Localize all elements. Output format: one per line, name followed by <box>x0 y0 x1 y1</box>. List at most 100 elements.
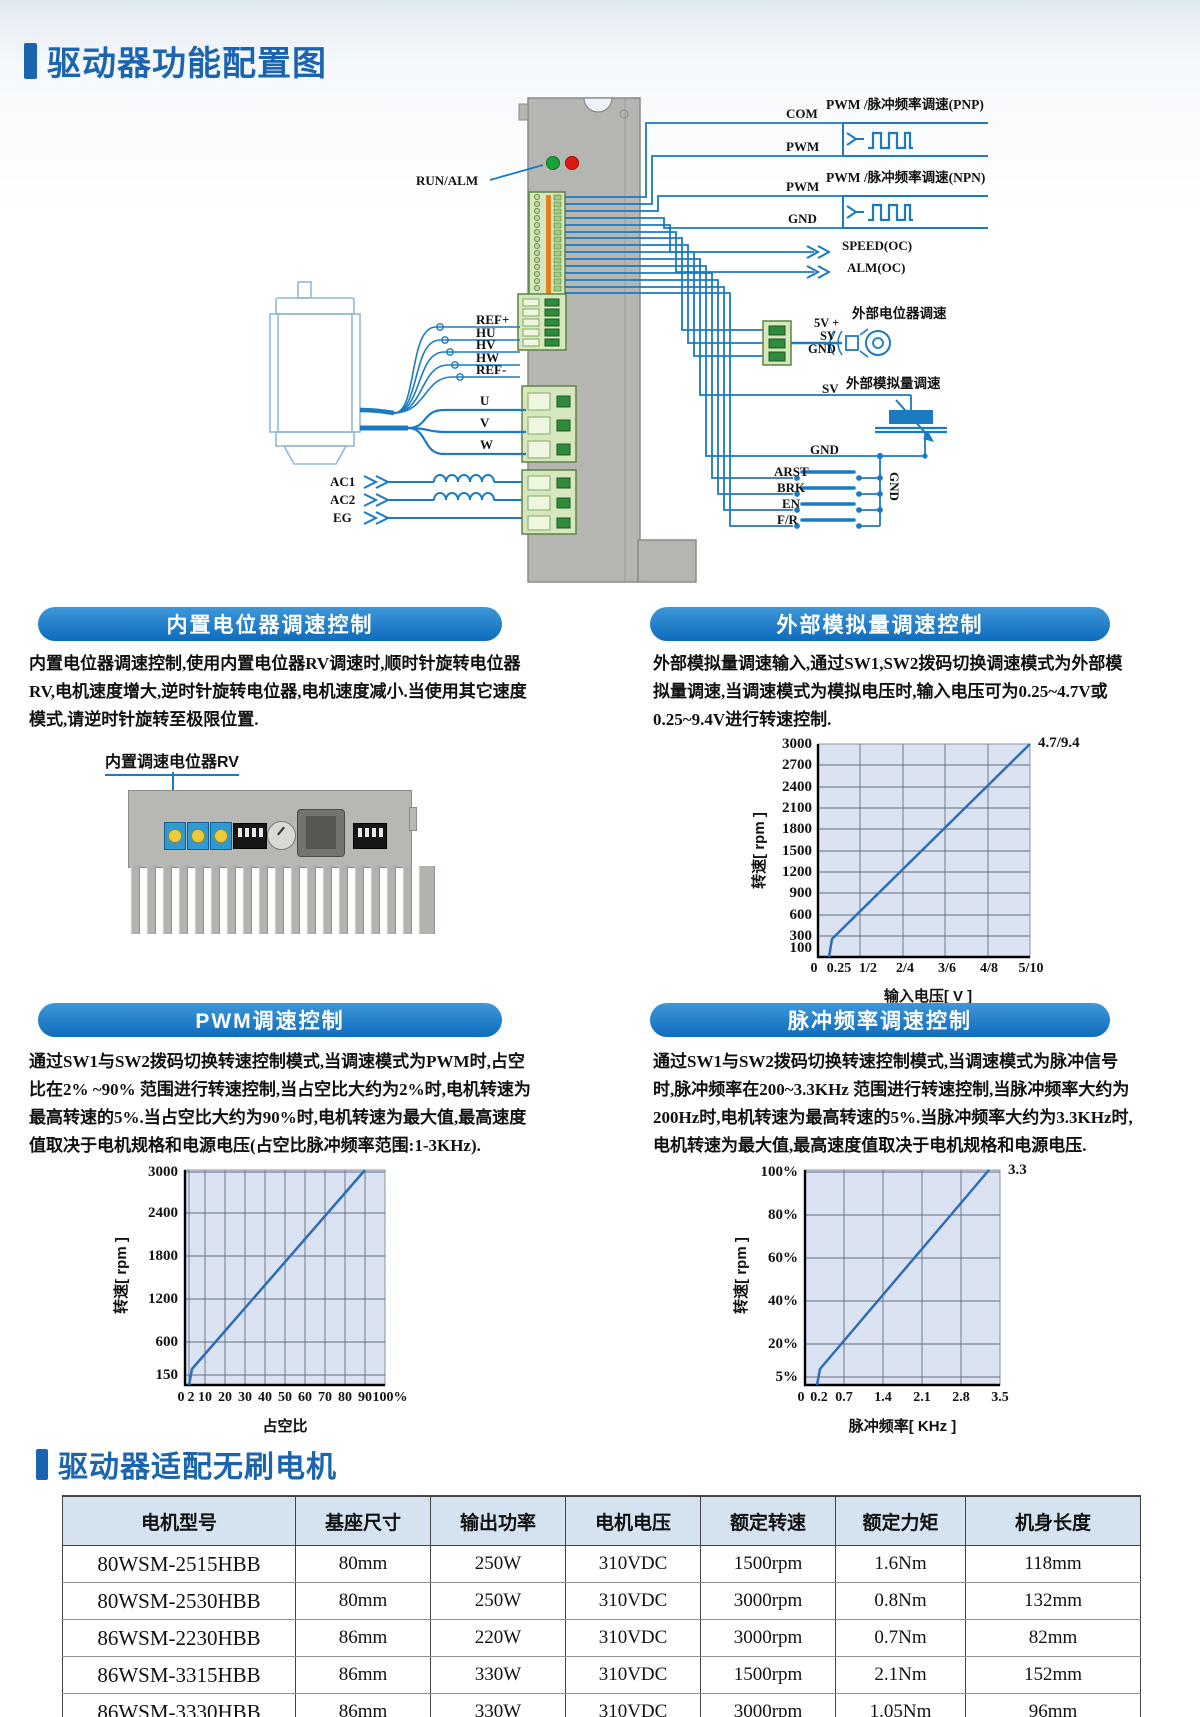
ytick: 1200 <box>148 1291 178 1307</box>
en-label: EN <box>782 496 801 511</box>
page-title-text: 驱动器功能配置图 <box>47 45 327 83</box>
col-rated-torque: 额定力矩 <box>835 1496 966 1546</box>
ac-input-wires <box>363 474 522 525</box>
com-label: COM <box>786 106 818 121</box>
signal-wires <box>565 122 925 527</box>
ytick: 300 <box>789 928 813 944</box>
ext-analog-title-label: 外部模拟量调速 <box>846 376 941 391</box>
y-axis-label: 转速[ rpm ] <box>112 1237 130 1314</box>
gnd-npn-label: GND <box>788 211 817 226</box>
wiring-diagram-linework <box>269 97 988 583</box>
xtick: 50 <box>278 1390 292 1405</box>
xtick: 0.25 <box>826 961 852 976</box>
hv-label: HV <box>476 337 496 352</box>
brushless-motor-drawing <box>269 281 361 465</box>
table-row: 80WSM-2530HBB 80mm 250W 310VDC 3000rpm 0.8N… <box>62 1582 1141 1620</box>
xtick: 0 <box>810 961 818 976</box>
rv-potentiometer-1 <box>164 822 186 850</box>
table-row: 86WSM-2230HBB 86mm 220W 310VDC 3000rpm 0.7N… <box>62 1619 1141 1657</box>
sv-analog-label: SV <box>822 381 839 396</box>
ytick: 150 <box>155 1367 179 1383</box>
col-rated-speed: 额定转速 <box>700 1496 836 1546</box>
alm-oc-label: ALM(OC) <box>847 260 906 275</box>
hu-label: HU <box>476 325 496 340</box>
motor-table-title-text: 驱动器适配无刷电机 <box>58 1451 337 1484</box>
analog-potentiometer-symbol <box>875 395 947 459</box>
hall-sensor-connector <box>517 293 567 351</box>
x-axis-label: 占空比 <box>262 1418 308 1435</box>
pwm-pnp-label: PWM <box>786 139 820 154</box>
input-switch-symbols <box>794 452 884 529</box>
npn-pulse-input-symbol <box>842 195 988 229</box>
motor-table: 电机型号 基座尺寸 输出功率 电机电压 额定转速 额定力矩 机身长度 80WSM… <box>62 1495 1141 1717</box>
ytick: 80% <box>768 1207 798 1223</box>
pulse-paragraph: 通过SW1与SW2拨码切换转速控制模式,当调速模式为脉冲信号时,脉冲频率在200… <box>653 1052 1133 1155</box>
npn-title-label: PWM /脉冲频率调速(NPN) <box>826 170 986 185</box>
speed-oc-label: SPEED(OC) <box>842 238 913 253</box>
section-title-pulse: 脉冲频率调速控制 <box>650 1003 1110 1037</box>
eg-label: EG <box>333 510 352 525</box>
ytick: 2400 <box>148 1205 178 1221</box>
ytick: 2700 <box>782 757 812 773</box>
xtick: 2 <box>187 1390 195 1405</box>
max-voltage-annotation: 4.7/9.4 <box>1038 735 1080 751</box>
xtick: 100% <box>372 1390 408 1405</box>
motor-table-title: 驱动器适配无刷电机 <box>36 1442 337 1486</box>
ytick: 1800 <box>782 821 812 837</box>
chart-pulse-frequency: 100% 80% 60% 40% 20% 5% 0 0.2 0.7 1.4 2.… <box>680 1160 1140 1440</box>
xtick: 10 <box>198 1390 212 1405</box>
xtick: 80 <box>338 1390 352 1405</box>
ext-pot-title-label: 外部电位器调速 <box>852 306 947 321</box>
ac-input-connector <box>521 469 577 535</box>
signal-pin-strip-connector <box>528 191 566 299</box>
xtick: 0 <box>177 1390 185 1405</box>
xtick: 40 <box>258 1390 272 1405</box>
xtick: 20 <box>218 1390 232 1405</box>
section-title-builtin-pot: 内置电位器调速控制 <box>38 607 502 641</box>
ytick: 600 <box>789 907 813 923</box>
ac1-label: AC1 <box>330 474 356 489</box>
xtick: 4/8 <box>980 961 998 976</box>
ref-minus-label: REF- <box>476 362 507 377</box>
xtick: 90 <box>358 1390 372 1405</box>
xtick: 1/2 <box>859 961 877 976</box>
5v-label: 5V + <box>814 316 840 330</box>
fr-label: F/R <box>777 512 798 527</box>
driver-wiring-diagram: RUN/ALM PWM /脉冲频率调速(PNP) COM PWM PWM /脉冲… <box>230 80 1110 592</box>
ytick: 1200 <box>782 864 812 880</box>
alm-led <box>565 156 579 170</box>
builtin-pot-paragraph: 内置电位器调速控制,使用内置电位器RV调速时,顺时针旋转电位器RV,电机速度增大… <box>29 654 527 729</box>
rv-potentiometer-2 <box>187 822 209 850</box>
section-title-ext-analog: 外部模拟量调速控制 <box>650 607 1110 641</box>
xtick: 2.1 <box>913 1390 931 1405</box>
page-title: 驱动器功能配置图 <box>24 36 327 85</box>
ytick: 1800 <box>148 1248 178 1264</box>
ytick: 5% <box>775 1369 799 1385</box>
section-title-pwm: PWM调速控制 <box>38 1003 502 1037</box>
driver-top-view-board <box>128 790 417 868</box>
brk-label: BRK <box>777 480 806 495</box>
chart-pwm-duty: 3000 2400 1800 1200 600 150 0 2 10 20 30… <box>60 1160 520 1440</box>
ytick: 2100 <box>782 800 812 816</box>
title-accent-bar <box>36 1448 48 1480</box>
ref-plus-label: REF+ <box>476 312 510 327</box>
title-accent-bar <box>24 42 37 79</box>
chart-pulse-canvas <box>803 1169 1001 1387</box>
board-tab <box>409 807 417 831</box>
xtick: 1.4 <box>874 1390 892 1405</box>
col-model: 电机型号 <box>62 1496 296 1546</box>
ytick: 2400 <box>782 779 812 795</box>
run-alm-pointer-line <box>489 164 544 181</box>
ytick: 900 <box>789 885 813 901</box>
ytick: 100 <box>789 940 813 956</box>
ytick: 60% <box>768 1250 798 1266</box>
ytick: 600 <box>155 1334 179 1350</box>
run-led <box>546 156 560 170</box>
col-frame-size: 基座尺寸 <box>295 1496 431 1546</box>
hw-label: HW <box>476 350 500 365</box>
arst-label: ARST <box>774 464 809 479</box>
ytick: 100% <box>760 1164 799 1180</box>
table-header-row: 电机型号 基座尺寸 输出功率 电机电压 额定转速 额定力矩 机身长度 <box>62 1496 1141 1546</box>
u-label: U <box>480 393 490 408</box>
